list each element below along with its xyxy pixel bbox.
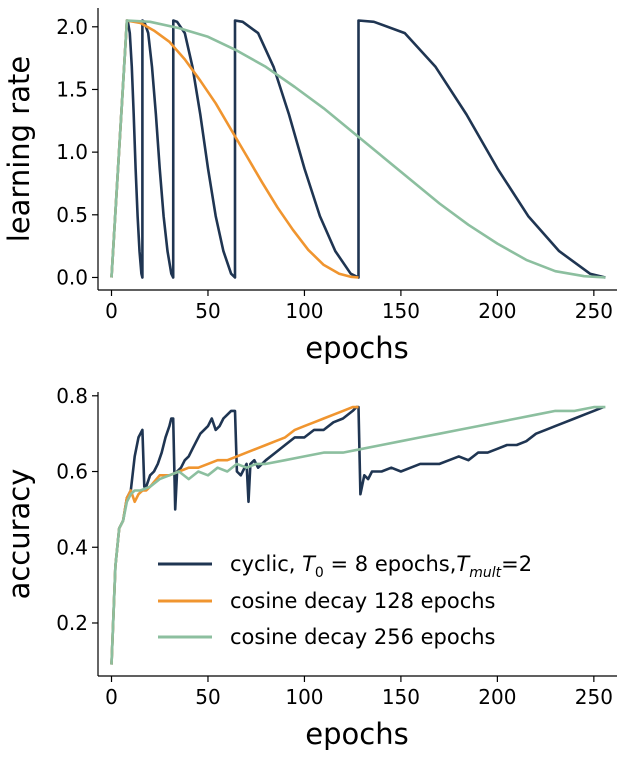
x-tick-label: 150 (382, 299, 420, 323)
x-tick-label: 200 (478, 685, 516, 709)
y-tick-label: 1.0 (56, 140, 88, 164)
x-tick-label: 150 (382, 685, 420, 709)
y-tick-label: 0.0 (56, 265, 88, 289)
x-tick-label: 250 (575, 685, 613, 709)
y-tick-label: 0.8 (56, 384, 88, 408)
legend-entry: cyclic, T0 = 8 epochs,Tmult=2 (158, 552, 532, 581)
x-tick-label: 0 (105, 299, 118, 323)
y-tick-label: 0.2 (56, 611, 88, 635)
learning-rate-chart: 0.0 0.5 1.0 1.5 2.0 0 50 100 150 200 250 epochs l… (2, 8, 617, 365)
y-tick-layer: 0.0 0.5 1.0 1.5 2.0 (56, 15, 98, 289)
x-tick-label: 50 (195, 685, 220, 709)
x-axis-label: epochs (305, 331, 408, 365)
x-tick-label: 100 (285, 299, 323, 323)
x-tick-layer: 0 50 100 150 200 250 (105, 290, 613, 323)
legend: cyclic, T0 = 8 epochs,Tmult=2 cosine dec… (158, 552, 532, 649)
series-line (110, 19, 359, 279)
series-line (110, 19, 606, 279)
x-tick-label: 200 (478, 299, 516, 323)
y-tick-label: 1.5 (56, 77, 88, 101)
legend-entry: cosine decay 256 epochs (158, 625, 496, 649)
y-tick-layer: 0.2 0.4 0.6 0.8 (56, 384, 98, 635)
legend-label: cosine decay 128 epochs (230, 589, 496, 613)
legend-label: cyclic, T0 = 8 epochs,Tmult=2 (230, 552, 532, 581)
y-axis-label: learning rate (2, 56, 36, 242)
y-tick-label: 0.4 (56, 535, 88, 559)
x-tick-layer: 0 50 100 150 200 250 (105, 676, 613, 709)
accuracy-chart: 0.2 0.4 0.6 0.8 0 50 100 150 200 250 epochs accu… (2, 384, 617, 751)
series-line (110, 405, 604, 665)
y-tick-label: 0.5 (56, 203, 88, 227)
x-tick-label: 50 (195, 299, 220, 323)
x-tick-label: 0 (105, 685, 118, 709)
y-tick-label: 2.0 (56, 15, 88, 39)
x-tick-label: 250 (575, 299, 613, 323)
legend-entry: cosine decay 128 epochs (158, 589, 496, 613)
series-layer (110, 19, 606, 279)
series-layer (110, 405, 606, 665)
series-line (110, 19, 606, 279)
legend-label: cosine decay 256 epochs (230, 625, 496, 649)
x-axis-label: epochs (305, 717, 408, 751)
series-line (110, 405, 606, 665)
x-tick-label: 100 (285, 685, 323, 709)
y-axis-label: accuracy (2, 469, 36, 600)
y-tick-label: 0.6 (56, 460, 88, 484)
